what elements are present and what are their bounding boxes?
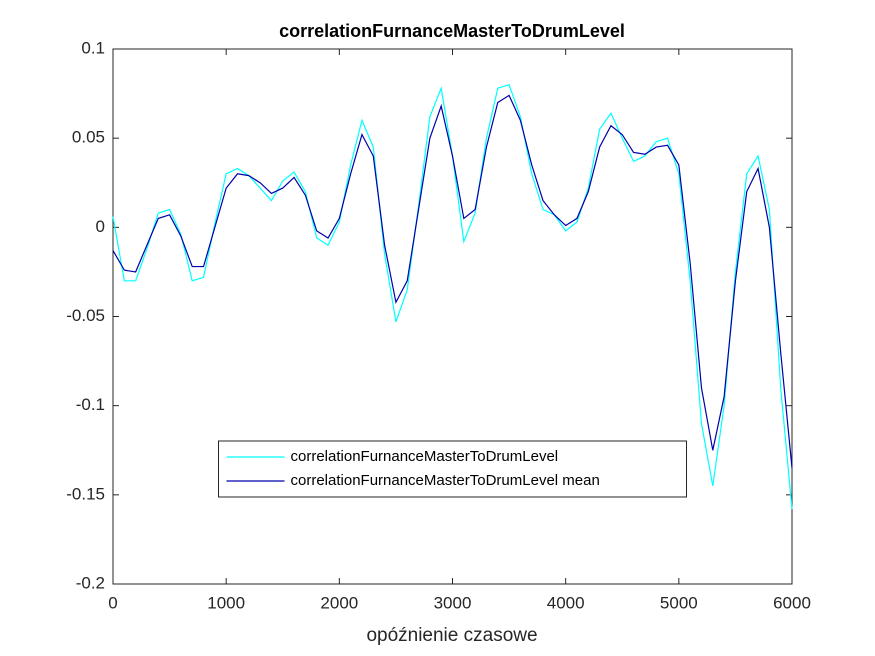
x-tick-label: 4000 xyxy=(547,593,585,612)
x-tick-label: 3000 xyxy=(434,593,472,612)
y-tick-label: -0.2 xyxy=(76,573,105,592)
line-series xyxy=(112,94,793,469)
plot-area xyxy=(112,48,793,585)
y-tick-label: 0.1 xyxy=(81,38,105,57)
x-tick-label: 0 xyxy=(108,593,117,612)
x-tick-label: 1000 xyxy=(207,593,245,612)
y-tick-label: 0 xyxy=(96,217,105,236)
y-tick-label: -0.15 xyxy=(66,484,105,503)
x-axis-label: opóźnienie czasowe xyxy=(366,625,537,646)
chart-title: correlationFurnanceMasterToDrumLevel xyxy=(279,21,625,41)
legend-label: correlationFurnanceMasterToDrumLevel xyxy=(291,448,559,465)
y-tick-label: -0.05 xyxy=(66,306,105,325)
x-tick-label: 2000 xyxy=(320,593,358,612)
x-tick-label: 5000 xyxy=(660,593,698,612)
y-tick-label: 0.05 xyxy=(72,128,105,147)
legend-label: correlationFurnanceMasterToDrumLevel mea… xyxy=(291,472,600,489)
x-tick-label: 6000 xyxy=(773,593,811,612)
y-tick-label: -0.1 xyxy=(76,395,105,414)
legend-box xyxy=(218,440,687,498)
